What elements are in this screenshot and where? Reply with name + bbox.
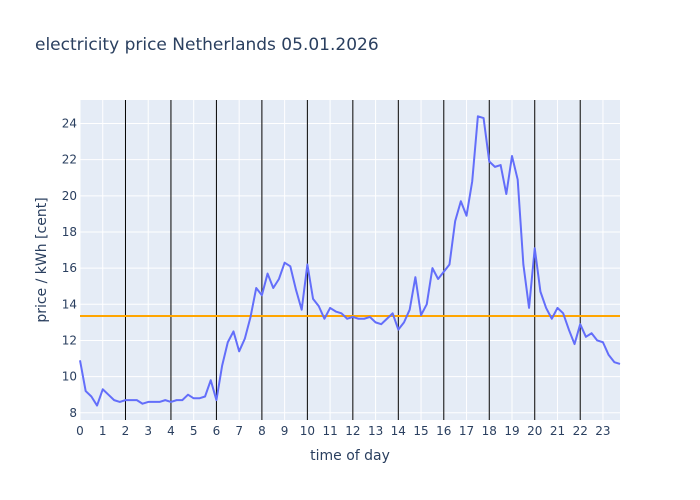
x-tick-label: 15 xyxy=(413,424,428,438)
y-tick-label: 8 xyxy=(69,406,77,420)
x-tick-label: 11 xyxy=(322,424,337,438)
vertical-markers xyxy=(124,100,581,420)
x-tick-label: 14 xyxy=(391,424,406,438)
x-tick-label: 4 xyxy=(167,424,175,438)
x-tick-label: 18 xyxy=(482,424,497,438)
chart-title: electricity price Netherlands 05.01.2026 xyxy=(35,35,379,55)
y-tick-label: 20 xyxy=(62,189,77,203)
x-tick-label: 16 xyxy=(436,424,451,438)
y-tick-label: 12 xyxy=(62,333,77,347)
x-tick-label: 7 xyxy=(235,424,243,438)
x-tick-label: 10 xyxy=(300,424,315,438)
x-tick-label: 19 xyxy=(504,424,519,438)
x-tick-label: 6 xyxy=(213,424,221,438)
x-tick-labels: 0 1 2 3 4 5 6 7 8 9 10 11 12 13 14 15 16 17 18 19 20 21 22 23 xyxy=(76,424,610,438)
x-tick-label: 0 xyxy=(76,424,84,438)
x-tick-label: 23 xyxy=(595,424,610,438)
y-tick-label: 18 xyxy=(62,225,77,239)
x-tick-label: 3 xyxy=(144,424,152,438)
x-tick-label: 22 xyxy=(573,424,588,438)
x-tick-label: 13 xyxy=(368,424,383,438)
x-tick-label: 12 xyxy=(345,424,360,438)
y-tick-label: 10 xyxy=(62,370,77,384)
y-tick-label: 14 xyxy=(62,297,77,311)
y-tick-labels: 8 10 12 14 16 18 20 22 24 xyxy=(62,117,77,420)
x-tick-label: 20 xyxy=(527,424,542,438)
plot-area xyxy=(80,100,620,420)
x-tick-label: 21 xyxy=(550,424,565,438)
series-line xyxy=(79,115,621,407)
x-tick-label: 8 xyxy=(258,424,266,438)
x-tick-label: 1 xyxy=(99,424,107,438)
x-tick-label: 5 xyxy=(190,424,198,438)
x-tick-label: 9 xyxy=(281,424,289,438)
y-tick-label: 24 xyxy=(62,117,77,131)
y-tick-label: 22 xyxy=(62,153,77,167)
x-axis-title: time of day xyxy=(310,448,390,464)
x-tick-label: 17 xyxy=(459,424,474,438)
x-tick-label: 2 xyxy=(122,424,130,438)
y-tick-label: 16 xyxy=(62,261,77,275)
y-axis-title: price / kWh [cent] xyxy=(34,197,50,322)
series-layer xyxy=(79,115,621,407)
